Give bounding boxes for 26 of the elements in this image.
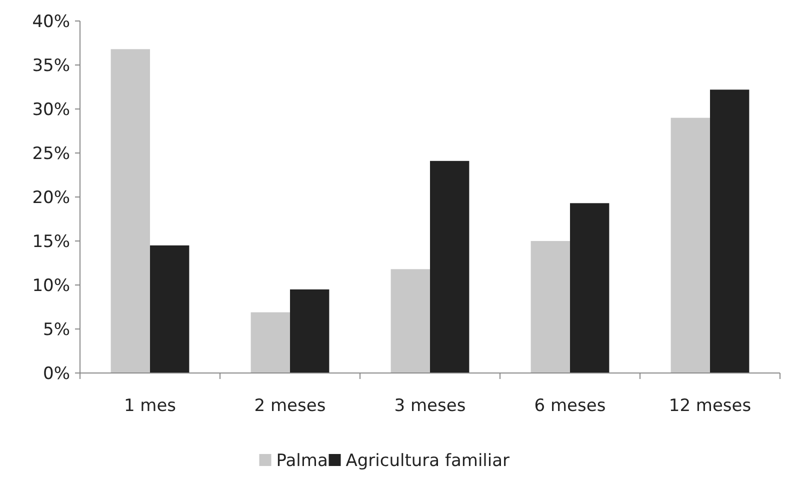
y-tick-label: 20% <box>32 188 70 208</box>
y-tick-label: 0% <box>43 364 70 384</box>
x-tick-label: 12 meses <box>668 396 752 416</box>
bar <box>570 203 610 373</box>
bar <box>150 245 190 373</box>
bar <box>390 269 430 373</box>
bar <box>670 118 710 373</box>
legend-label: Palma <box>276 450 328 471</box>
bar <box>290 289 330 373</box>
y-tick-label: 15% <box>32 232 70 252</box>
x-tick-label: 2 meses <box>254 396 326 416</box>
y-tick-label: 10% <box>32 276 70 296</box>
y-tick-label: 40% <box>32 12 70 32</box>
x-tick-label: 6 meses <box>534 396 606 416</box>
x-tick-label: 3 meses <box>394 396 466 416</box>
y-tick-label: 35% <box>32 56 70 76</box>
y-tick-label: 25% <box>32 144 70 164</box>
bar <box>530 241 570 373</box>
legend-label: Agricultura familiar <box>346 450 510 471</box>
bar <box>250 312 290 373</box>
y-tick-label: 5% <box>43 320 70 340</box>
y-tick-label: 30% <box>32 100 70 120</box>
x-tick-label: 1 mes <box>124 396 176 416</box>
bar <box>430 160 470 373</box>
bar <box>110 49 150 373</box>
bar <box>710 90 750 373</box>
